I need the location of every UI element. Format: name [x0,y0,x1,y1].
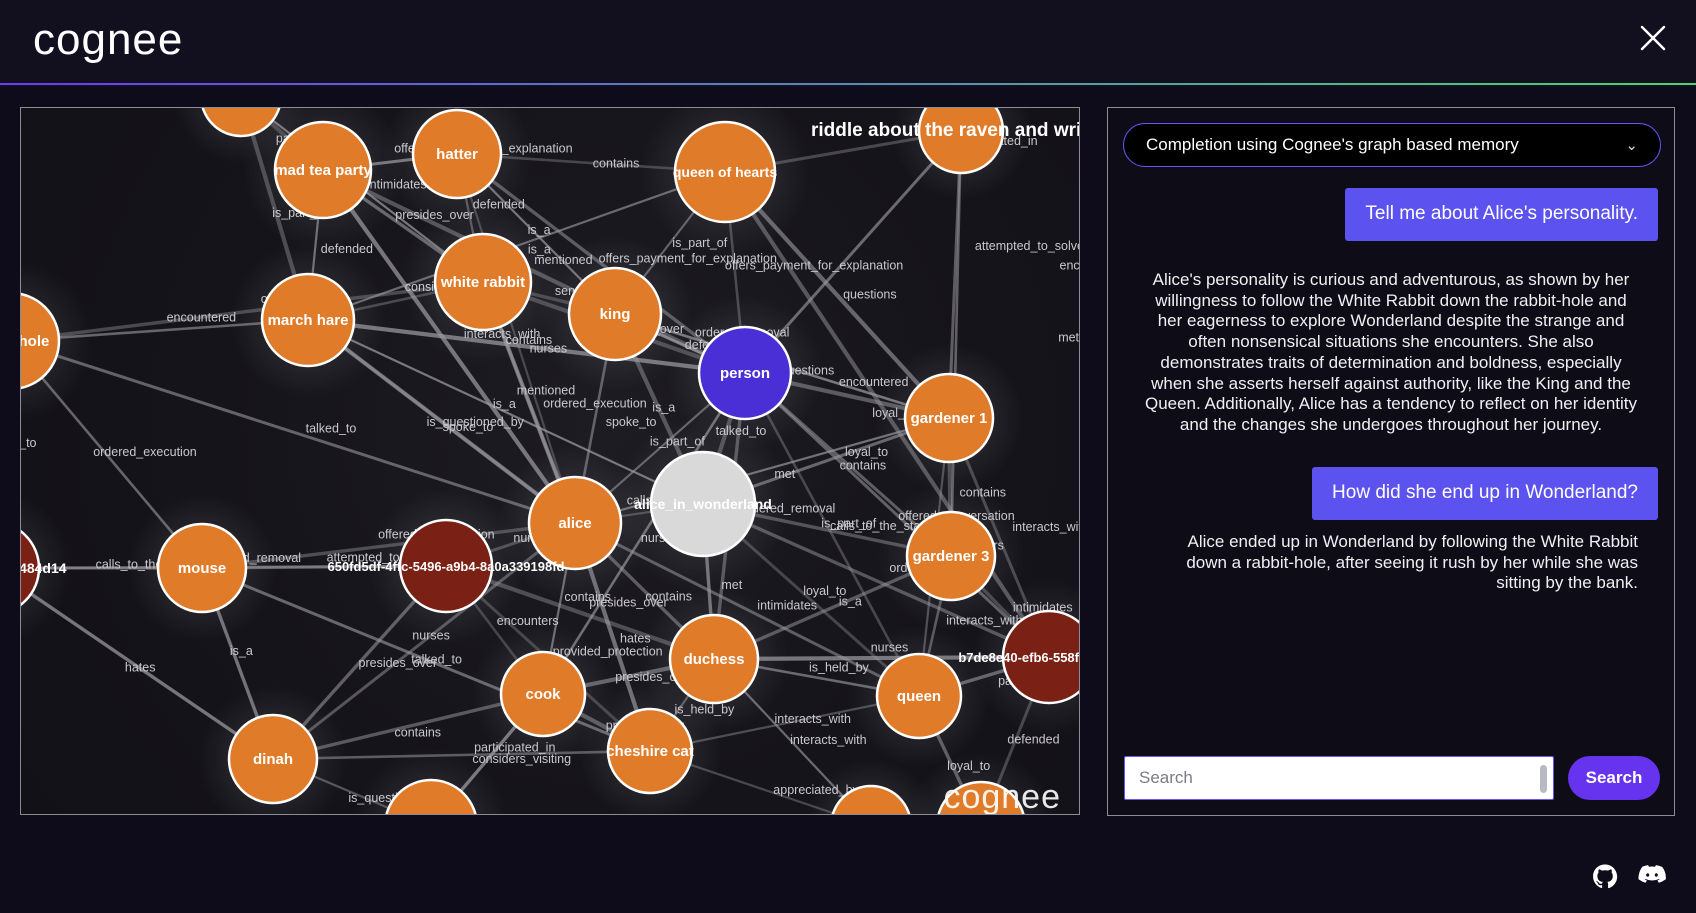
svg-text:nurses: nurses [412,629,450,643]
svg-text:encountered: encountered [167,311,237,325]
svg-text:met: met [721,578,742,592]
svg-text:is_held_by: is_held_by [809,660,870,674]
svg-text:mouse: mouse [178,560,226,577]
svg-text:contains: contains [593,156,640,170]
svg-text:loyal_to: loyal_to [21,436,37,450]
svg-text:presides_over: presides_over [395,208,474,222]
svg-text:questions: questions [843,288,897,302]
svg-text:king: king [600,306,631,323]
svg-text:hatter: hatter [436,146,478,163]
svg-text:contains: contains [840,458,887,472]
svg-text:offers_payment_for_explanation: offers_payment_for_explanation [725,259,903,273]
svg-text:is_a: is_a [528,223,551,237]
svg-text:march hare: march hare [268,312,349,329]
svg-text:spoke_to: spoke_to [606,415,657,429]
svg-text:alice_in_wonderland: alice_in_wonderland [634,496,772,512]
svg-text:defended: defended [321,242,373,256]
svg-text:gardener 1: gardener 1 [911,410,988,427]
svg-text:queen of hearts: queen of hearts [673,164,777,180]
svg-text:white rabbit: white rabbit [440,274,525,291]
svg-text:is_a: is_a [652,401,675,415]
svg-text:interacts_with: interacts_with [1012,520,1080,534]
svg-text:is_held_by: is_held_by [675,703,736,717]
svg-text:defended: defended [1007,732,1059,746]
svg-text:intimidates: intimidates [367,178,427,192]
svg-text:mad tea party: mad tea party [274,162,372,179]
svg-text:alice: alice [558,515,591,532]
svg-text:encountered: encountered [1060,259,1081,273]
svg-text:defended: defended [473,198,525,212]
svg-text:met: met [1058,330,1079,344]
svg-text:is_part_of: is_part_of [672,236,727,250]
svg-text:duchess: duchess [684,651,745,668]
svg-text:cognee: cognee [943,778,1061,815]
svg-text:is_a: is_a [528,243,551,257]
svg-text:intimidates: intimidates [757,599,817,613]
svg-text:presides_over: presides_over [359,656,438,670]
svg-text:gardener 3: gardener 3 [913,548,990,565]
svg-text:650fd5df-4ffc-5496-a9b4-8a0a33: 650fd5df-4ffc-5496-a9b4-8a0a339198fd [327,559,564,574]
svg-text:interacts_with: interacts_with [775,712,851,726]
svg-text:participated_in: participated_in [474,740,555,754]
svg-text:talked_to: talked_to [716,424,767,438]
svg-text:riddle about the raven and wri: riddle about the raven and writing desk [811,120,1080,141]
svg-text:person: person [720,365,770,382]
svg-text:cheshire cat: cheshire cat [606,743,694,760]
svg-text:cook: cook [525,686,561,703]
svg-text:attempted_to_solve: attempted_to_solve [975,239,1080,253]
svg-text:queen: queen [897,688,941,705]
svg-text:encounters: encounters [497,614,559,628]
svg-text:is_questioned_by: is_questioned_by [427,415,525,429]
svg-text:interacts_with: interacts_with [946,614,1022,628]
svg-text:is_a: is_a [493,397,516,411]
svg-text:b7de8e40-efb6-558f-85da-63b: b7de8e40-efb6-558f-85da-63b [958,650,1080,665]
svg-text:interacts_with: interacts_with [790,733,866,747]
svg-text:loyal_to: loyal_to [947,759,990,773]
svg-text:met: met [774,467,795,481]
svg-text:is_part_of: is_part_of [650,435,705,449]
svg-text:encountered: encountered [839,375,909,389]
svg-text:3ac3-aa3f-99e0484d14: 3ac3-aa3f-99e0484d14 [21,560,67,576]
svg-text:mentioned: mentioned [517,383,575,397]
svg-text:ordered_execution: ordered_execution [93,445,197,459]
svg-text:is_a: is_a [839,595,862,609]
svg-text:rabbit hole: rabbit hole [21,333,49,350]
svg-text:hates: hates [620,631,651,645]
svg-text:provided_protection: provided_protection [553,645,663,659]
svg-text:talked_to: talked_to [306,422,357,436]
svg-text:contains: contains [395,726,442,740]
svg-text:contains: contains [960,486,1007,500]
svg-text:hates: hates [125,661,156,675]
svg-text:dinah: dinah [253,751,293,768]
svg-text:loyal_to: loyal_to [845,445,888,459]
svg-text:ordered_execution: ordered_execution [543,397,647,411]
svg-text:presides_over: presides_over [589,595,668,609]
svg-text:is_a: is_a [230,644,253,658]
svg-text:nurses: nurses [871,641,909,655]
